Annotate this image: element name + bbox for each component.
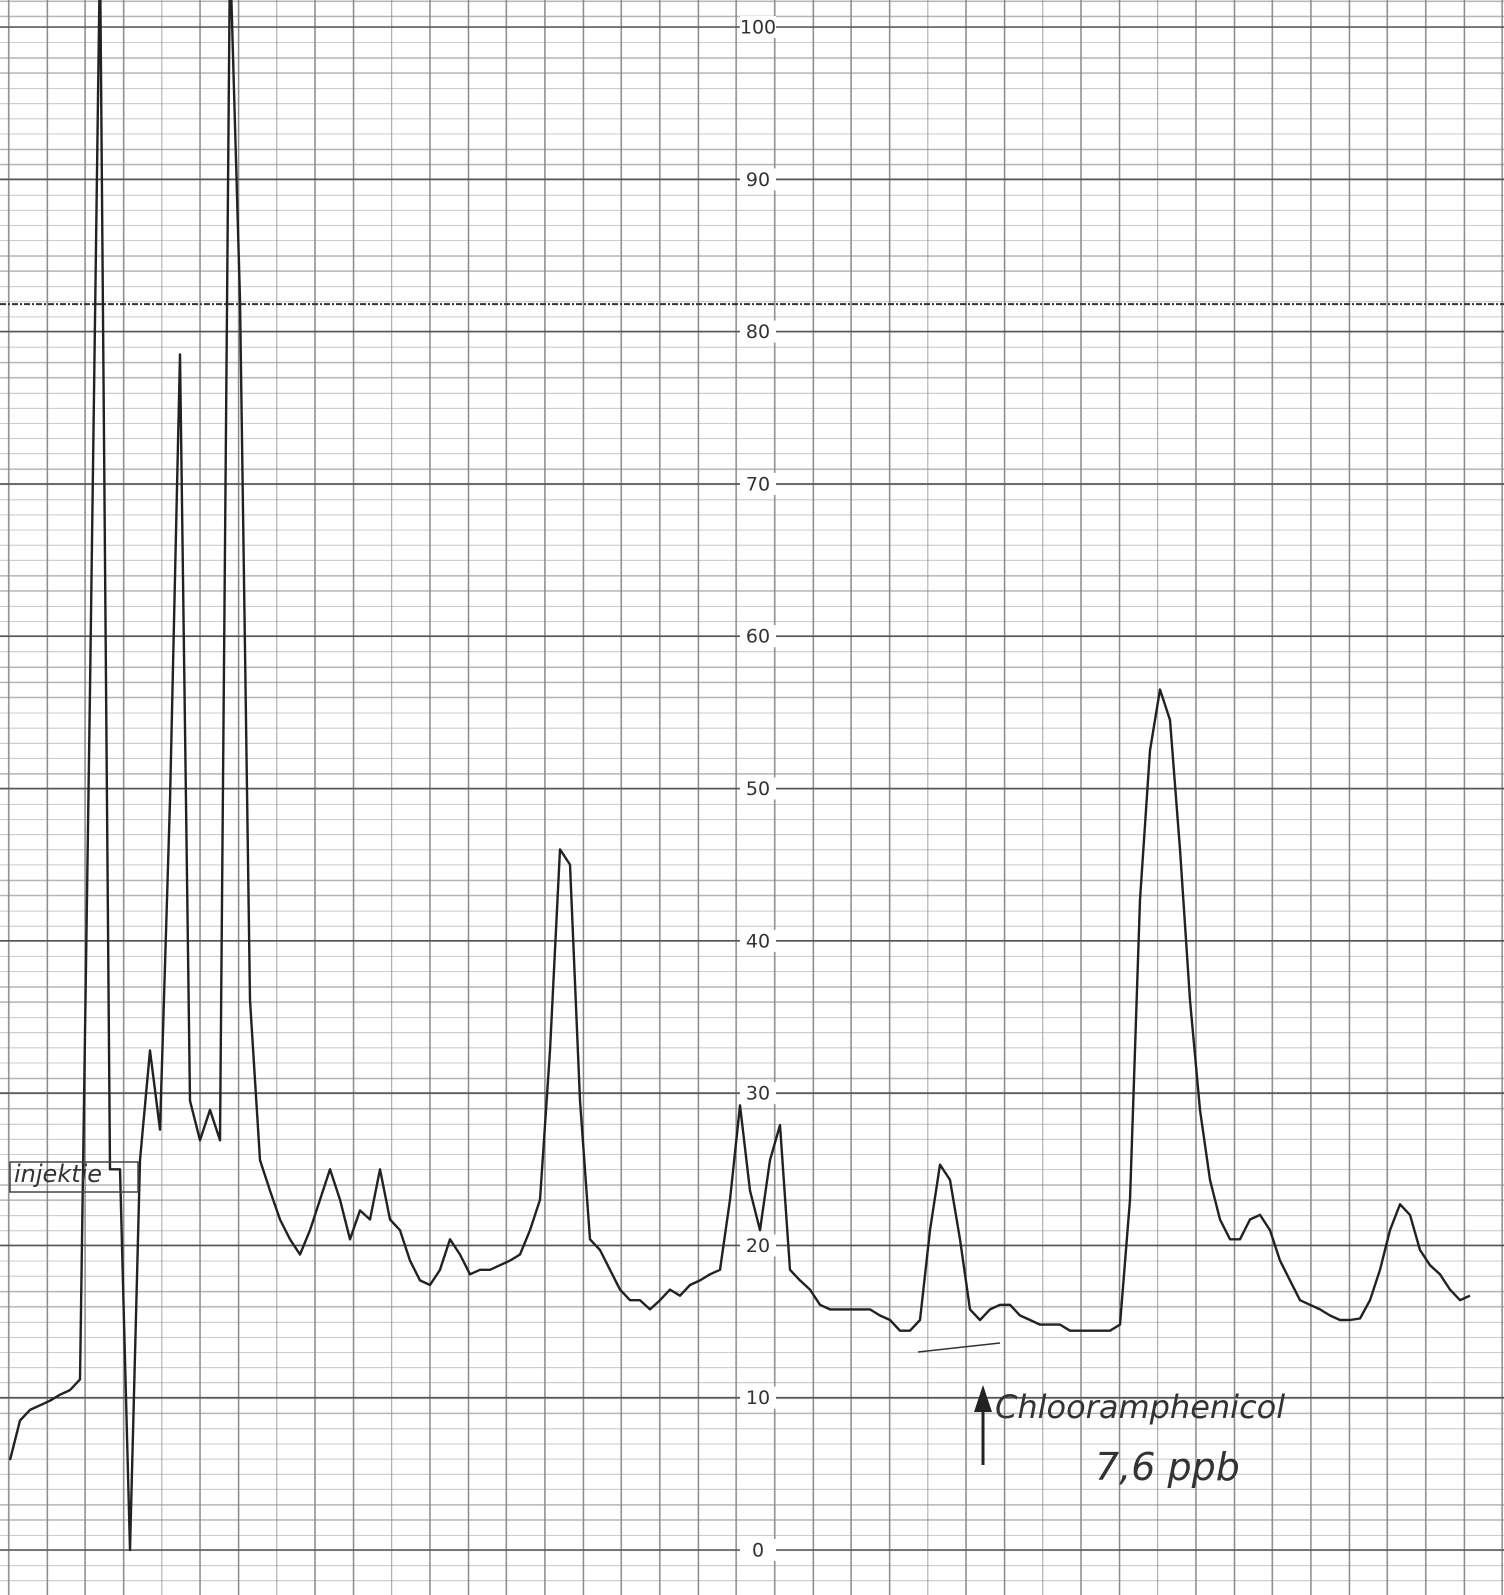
y-tick-label: 100 bbox=[740, 17, 776, 39]
annotation: injektie bbox=[14, 1160, 102, 1188]
y-tick-label: 50 bbox=[746, 778, 770, 800]
chart: 0 10 20 30 40 50 60 70 80 90 100 injektie Chlooram… bbox=[0, 0, 1504, 1595]
arrow-head bbox=[974, 1385, 992, 1412]
y-tick-label: 20 bbox=[746, 1235, 770, 1257]
y-tick-label: 80 bbox=[746, 321, 770, 343]
y-tick-label: 30 bbox=[746, 1083, 770, 1105]
y-tick-label: 90 bbox=[746, 169, 770, 191]
annotation: 7,6 ppb bbox=[1095, 1445, 1240, 1489]
baseline-mark bbox=[918, 1343, 1000, 1352]
page: {"chart_data": {"type": "line", "values"… bbox=[0, 0, 1504, 1595]
y-tick-label: 10 bbox=[746, 1387, 770, 1409]
y-tick-label: 0 bbox=[752, 1540, 764, 1562]
y-tick-label: 70 bbox=[746, 473, 770, 495]
y-tick-label: 60 bbox=[746, 626, 770, 648]
trace-line bbox=[10, 0, 1470, 1550]
y-tick-label: 40 bbox=[746, 930, 770, 952]
annotation: Chlooramphenicol bbox=[995, 1388, 1285, 1426]
